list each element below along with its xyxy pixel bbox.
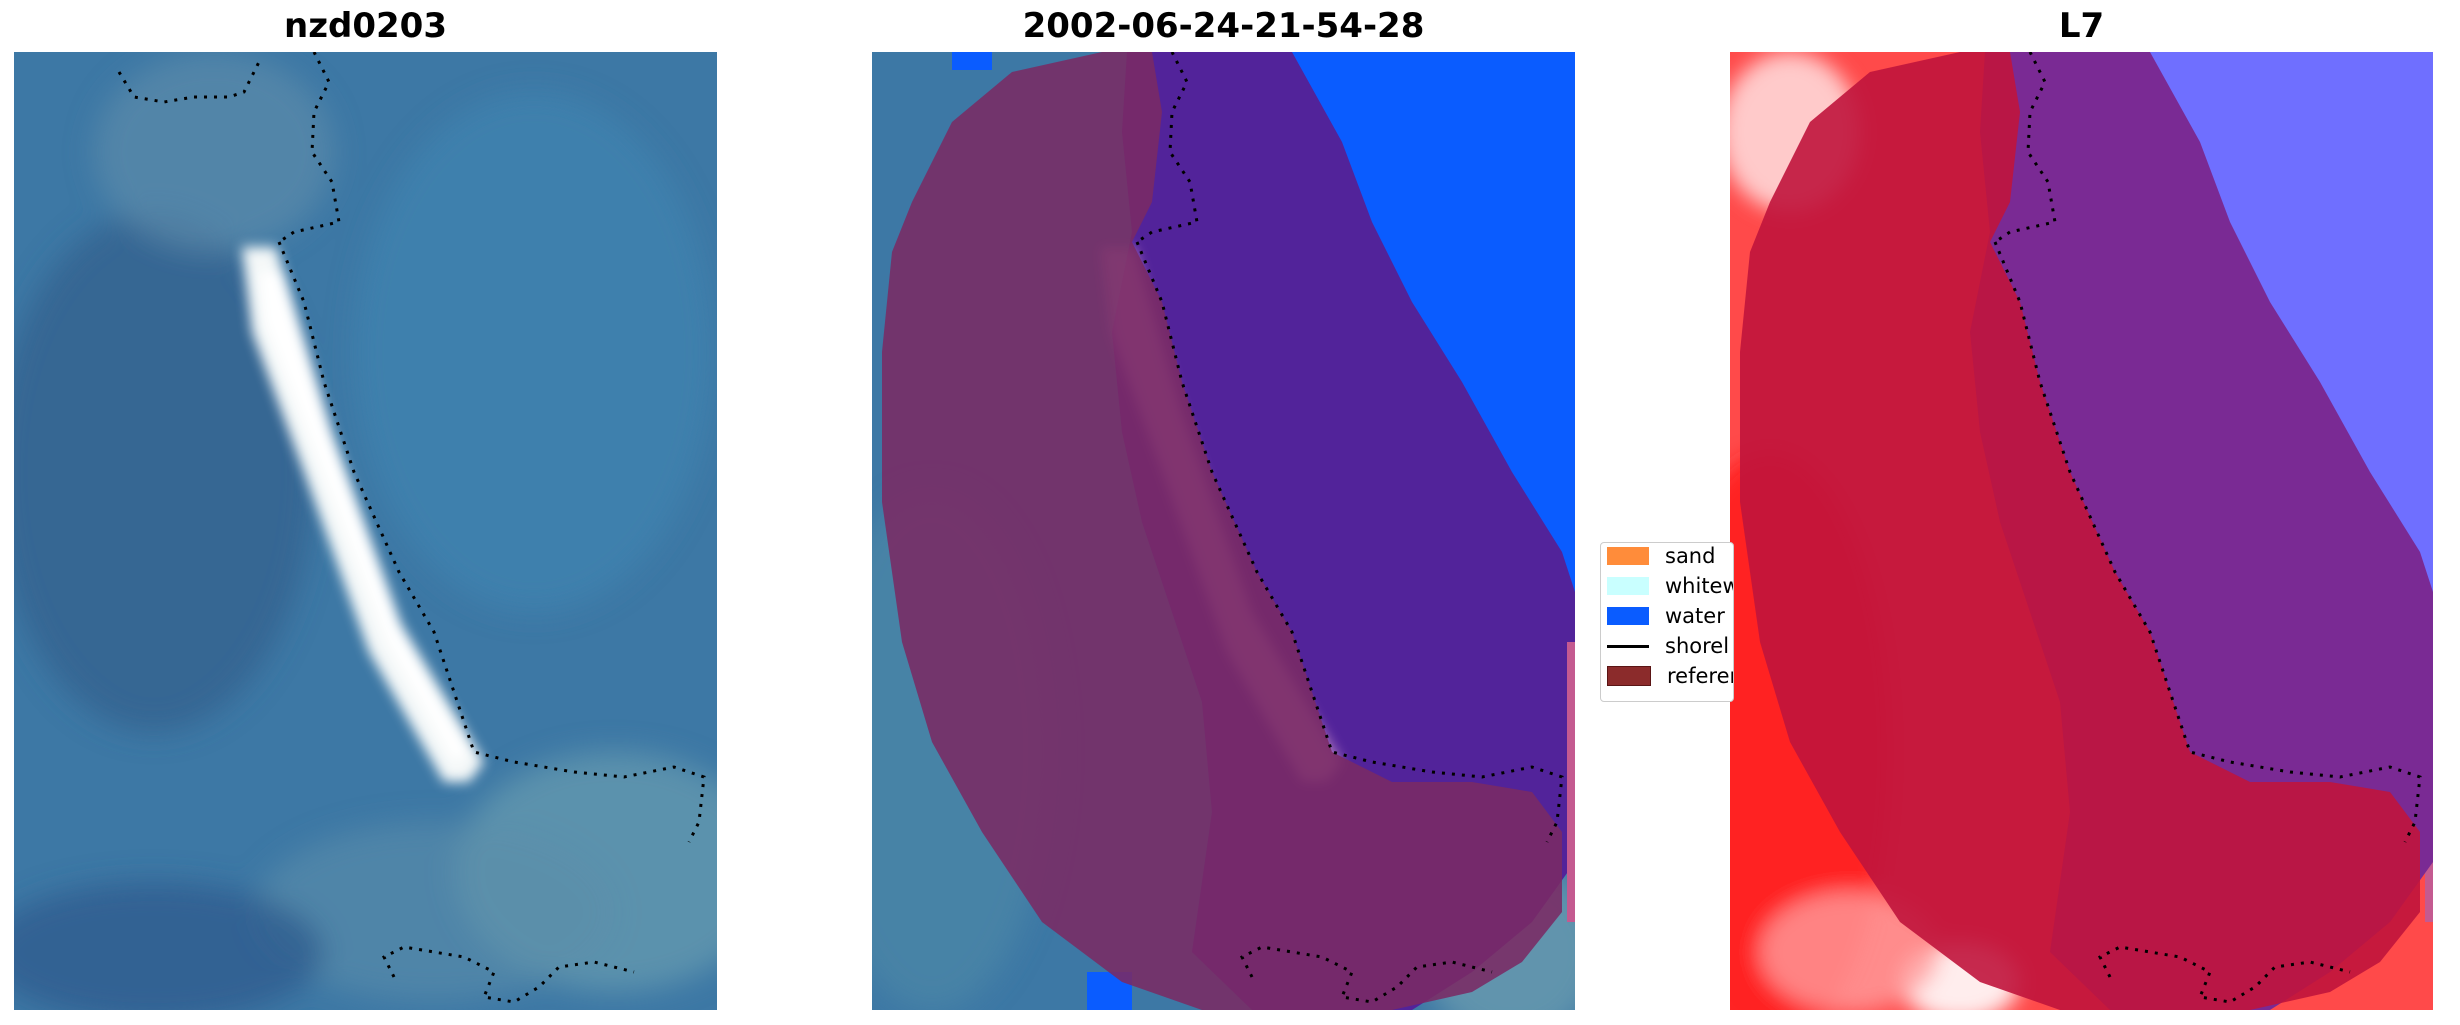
legend-label-whitewater: whitew [1665, 574, 1734, 598]
legend-item-sand: sand [1607, 543, 1715, 569]
shoreline-dotted [1135, 52, 1564, 1004]
panel-title-classified: 2002-06-24-21-54-28 [1022, 6, 1425, 46]
beach-sand-strip [242, 247, 484, 782]
legend-item-whitewater: whitew [1607, 573, 1734, 599]
legend-swatch-water [1607, 607, 1649, 625]
legend-label-water: water [1665, 604, 1725, 628]
legend-item-water: water [1607, 603, 1725, 629]
legend-swatch-sand [1607, 547, 1649, 565]
legend-line-shoreline [1607, 644, 1649, 648]
reference-buffer-overlay [882, 52, 1562, 1010]
legend-label-sand: sand [1665, 544, 1716, 568]
shoreline-dotted [117, 52, 706, 1004]
legend-swatch-whitewater [1607, 577, 1649, 595]
legend: sand whitew water shorel referen [1600, 542, 1734, 702]
shoreline-dotted [1993, 52, 2422, 1004]
panel-rgb-image [14, 52, 717, 1010]
legend-item-reference: referen [1607, 663, 1733, 689]
legend-label-shoreline: shorel [1665, 634, 1730, 658]
panel-classified-image [872, 52, 1575, 1010]
panel-title-index: L7 [2058, 6, 2105, 46]
legend-item-shoreline: shorel [1607, 633, 1729, 659]
index-reference-overlay [1740, 52, 2420, 1010]
panel-title-rgb: nzd0203 [284, 6, 447, 46]
panel-index-image [1730, 52, 2433, 1010]
legend-swatch-reference [1607, 666, 1651, 686]
water-class-corner [952, 52, 992, 70]
reference-right-strip [1567, 642, 1575, 922]
legend-label-reference: referen [1667, 664, 1733, 688]
